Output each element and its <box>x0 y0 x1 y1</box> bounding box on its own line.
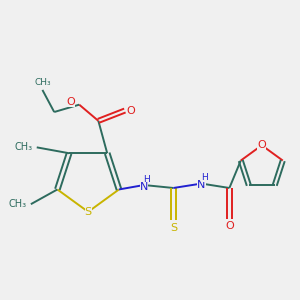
Text: H: H <box>201 173 208 182</box>
Text: S: S <box>170 223 177 233</box>
Text: O: O <box>257 140 266 150</box>
Text: O: O <box>126 106 135 116</box>
Text: O: O <box>66 97 75 107</box>
Text: O: O <box>225 221 234 231</box>
Text: N: N <box>197 180 206 190</box>
Text: S: S <box>85 207 92 217</box>
Text: N: N <box>140 182 148 191</box>
Text: CH₃: CH₃ <box>34 78 51 87</box>
Text: CH₃: CH₃ <box>14 142 33 152</box>
Text: CH₃: CH₃ <box>9 199 27 209</box>
Text: H: H <box>144 175 150 184</box>
